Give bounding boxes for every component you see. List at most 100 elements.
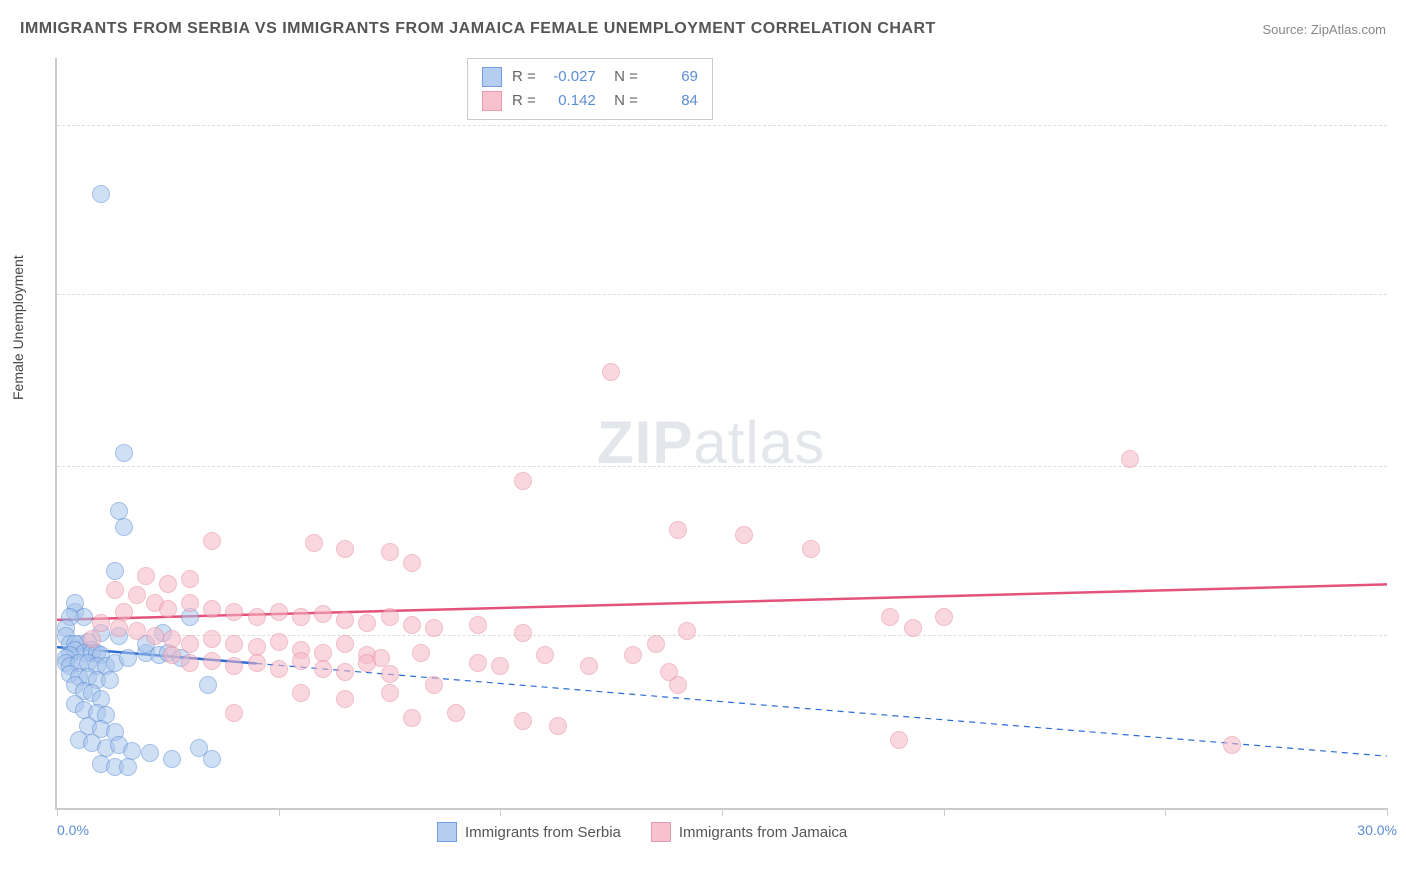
point-jamaica	[225, 635, 243, 653]
point-jamaica	[802, 540, 820, 558]
point-jamaica	[549, 717, 567, 735]
point-jamaica	[647, 635, 665, 653]
stat-r-b: 0.142	[546, 89, 596, 113]
point-jamaica	[314, 605, 332, 623]
point-jamaica	[514, 624, 532, 642]
point-jamaica	[181, 594, 199, 612]
swatch-jamaica	[482, 91, 502, 111]
point-jamaica	[678, 622, 696, 640]
y-axis-label: Female Unemployment	[10, 255, 26, 400]
point-jamaica	[381, 684, 399, 702]
stat-n-a: 69	[648, 65, 698, 89]
point-jamaica	[358, 614, 376, 632]
point-jamaica	[447, 704, 465, 722]
legend-item-serbia: Immigrants from Serbia	[437, 822, 621, 842]
x-axis-max-label: 30.0%	[1357, 822, 1397, 838]
point-jamaica	[358, 654, 376, 672]
x-tick	[279, 808, 280, 816]
gridline-h	[57, 635, 1387, 636]
point-jamaica	[203, 532, 221, 550]
point-jamaica	[514, 712, 532, 730]
point-jamaica	[314, 644, 332, 662]
point-jamaica	[580, 657, 598, 675]
point-jamaica	[203, 630, 221, 648]
point-jamaica	[181, 570, 199, 588]
point-jamaica	[163, 646, 181, 664]
x-tick	[500, 808, 501, 816]
point-jamaica	[225, 704, 243, 722]
stat-n-label: N =	[606, 89, 638, 113]
chart-title: IMMIGRANTS FROM SERBIA VS IMMIGRANTS FRO…	[20, 20, 936, 38]
point-serbia	[106, 562, 124, 580]
point-jamaica	[225, 603, 243, 621]
point-jamaica	[292, 684, 310, 702]
point-jamaica	[425, 619, 443, 637]
point-jamaica	[248, 638, 266, 656]
point-jamaica	[935, 608, 953, 626]
stats-row-a: R = -0.027 N = 69	[482, 65, 698, 89]
stats-row-b: R = 0.142 N = 84	[482, 89, 698, 113]
point-serbia	[123, 742, 141, 760]
stat-n-label: N =	[606, 65, 638, 89]
point-jamaica	[881, 608, 899, 626]
point-serbia	[203, 750, 221, 768]
point-jamaica	[203, 652, 221, 670]
legend-label-jamaica: Immigrants from Jamaica	[679, 824, 847, 841]
point-jamaica	[270, 660, 288, 678]
stat-r-a: -0.027	[546, 65, 596, 89]
legend-swatch-serbia	[437, 822, 457, 842]
point-jamaica	[159, 575, 177, 593]
point-jamaica	[602, 363, 620, 381]
point-jamaica	[904, 619, 922, 637]
point-jamaica	[181, 635, 199, 653]
bottom-legend: Immigrants from Serbia Immigrants from J…	[437, 822, 847, 842]
point-jamaica	[128, 586, 146, 604]
point-jamaica	[159, 600, 177, 618]
point-jamaica	[412, 644, 430, 662]
point-jamaica	[248, 608, 266, 626]
point-jamaica	[403, 554, 421, 572]
stats-box: R = -0.027 N = 69 R = 0.142 N = 84	[467, 58, 713, 120]
x-tick	[1165, 808, 1166, 816]
source-label: Source: ZipAtlas.com	[1262, 22, 1386, 37]
legend-label-serbia: Immigrants from Serbia	[465, 824, 621, 841]
point-serbia	[115, 444, 133, 462]
point-jamaica	[669, 676, 687, 694]
point-jamaica	[1121, 450, 1139, 468]
point-jamaica	[336, 635, 354, 653]
point-jamaica	[1223, 736, 1241, 754]
point-serbia	[92, 185, 110, 203]
point-jamaica	[381, 665, 399, 683]
point-jamaica	[314, 660, 332, 678]
point-jamaica	[248, 654, 266, 672]
x-axis-min-label: 0.0%	[57, 822, 89, 838]
point-jamaica	[137, 567, 155, 585]
point-jamaica	[83, 630, 101, 648]
point-jamaica	[403, 616, 421, 634]
point-jamaica	[92, 614, 110, 632]
x-tick	[722, 808, 723, 816]
stat-r-label: R =	[512, 89, 536, 113]
point-jamaica	[469, 654, 487, 672]
point-jamaica	[270, 633, 288, 651]
point-serbia	[163, 750, 181, 768]
point-jamaica	[163, 630, 181, 648]
point-jamaica	[336, 540, 354, 558]
gridline-h	[57, 125, 1387, 126]
point-jamaica	[514, 472, 532, 490]
point-jamaica	[624, 646, 642, 664]
point-serbia	[101, 671, 119, 689]
gridline-h	[57, 294, 1387, 295]
point-jamaica	[403, 709, 421, 727]
point-jamaica	[225, 657, 243, 675]
point-jamaica	[305, 534, 323, 552]
swatch-serbia	[482, 67, 502, 87]
point-jamaica	[469, 616, 487, 634]
point-jamaica	[381, 543, 399, 561]
gridline-h	[57, 466, 1387, 467]
point-jamaica	[735, 526, 753, 544]
point-jamaica	[203, 600, 221, 618]
point-serbia	[115, 518, 133, 536]
point-jamaica	[336, 663, 354, 681]
point-serbia	[110, 502, 128, 520]
